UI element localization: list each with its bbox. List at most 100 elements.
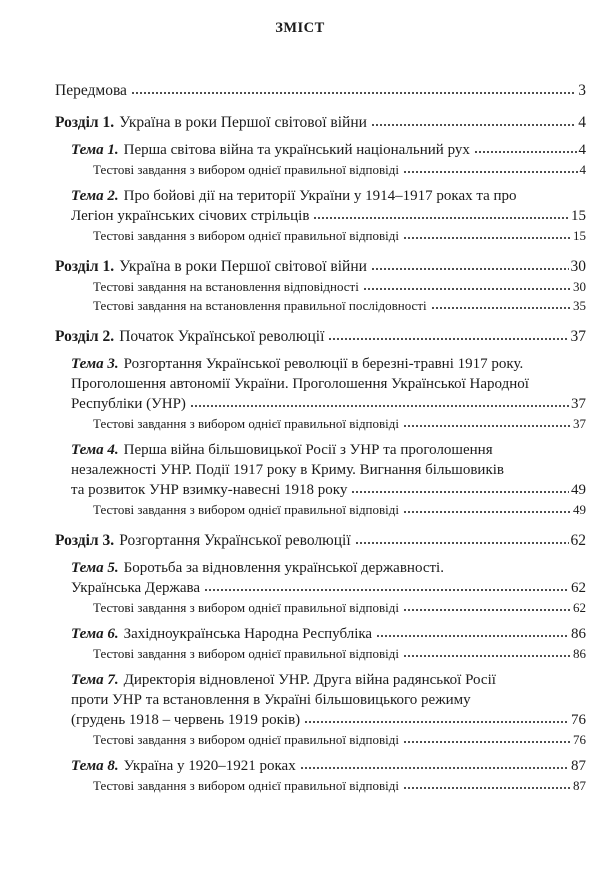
toc-row-tema-cont: Проголошення автономії України. Проголош… — [71, 374, 586, 394]
page-number: 76 — [573, 732, 586, 747]
toc-row-test: Тестові завдання з вибором однієї правил… — [93, 776, 586, 795]
dotted-leader — [351, 490, 569, 494]
entry-title: Тестові завдання з вибором однієї правил… — [93, 732, 399, 747]
entry-title: Тестові завдання з вибором однієї правил… — [93, 600, 399, 615]
entry-title: Тестові завдання на встановлення відпові… — [93, 279, 359, 294]
page-title: ЗМІСТ — [275, 20, 325, 36]
toc-row-tema: Тема 4. Перша війна більшовицької Росії з… — [71, 440, 586, 460]
entry-number-prefix: Тема 3. — [71, 356, 119, 372]
entry-title: Україна у 1920–1921 роках — [123, 758, 296, 774]
page-number: 30 — [570, 258, 587, 275]
toc-row-tema-cont: та розвиток УНР взимку-навесні 1918 року… — [71, 480, 586, 500]
entry-title: Тестові завдання з вибором однієї правил… — [93, 228, 399, 243]
page-number: 49 — [571, 482, 586, 498]
dotted-leader — [362, 287, 571, 291]
toc-row-test: Тестові завдання на встановлення правиль… — [93, 296, 586, 315]
page-number: 76 — [571, 712, 586, 728]
entry-title: та розвиток УНР взимку-навесні 1918 року — [71, 482, 348, 498]
page-number: 62 — [570, 532, 587, 549]
toc-row-tema: Тема 1. Перша світова війна та українськи… — [71, 140, 586, 160]
entry-number-prefix: Тема 6. — [71, 626, 119, 642]
entry-title: Передмова — [55, 82, 127, 99]
page-number: 62 — [571, 580, 586, 596]
entry-number-prefix: Тема 5. — [71, 560, 119, 576]
entry-title: Легіон українських січових стрільців — [71, 208, 310, 224]
entry-title: (грудень 1918 – червень 1919 років) — [71, 712, 301, 728]
toc-row-test: Тестові завдання з вибором однієї правил… — [93, 226, 586, 245]
dotted-leader — [403, 424, 571, 428]
toc-list: Передмова 3 Розділ 1. Україна в роки Першої… — [55, 81, 586, 795]
page-number: 49 — [573, 502, 586, 517]
dotted-leader — [370, 123, 577, 127]
page-number: 87 — [571, 758, 586, 774]
toc-row-tema: Тема 6. Західноукраїнська Народна Республ… — [71, 624, 586, 644]
toc-row-tema-cont: Українська Держава 62 — [71, 578, 586, 598]
toc-row-test: Тестові завдання з вибором однієї правил… — [93, 644, 586, 663]
dotted-leader — [328, 337, 569, 341]
entry-title: Перша війна більшовицької Росії з УНР та… — [123, 442, 493, 458]
dotted-leader — [370, 267, 569, 271]
dotted-leader — [473, 150, 577, 154]
entry-title: Тестові завдання з вибором однієї правил… — [93, 778, 399, 793]
entry-title: Директорія відновленої УНР. Друга війна … — [123, 672, 496, 688]
entry-title: Тестові завдання з вибором однієї правил… — [93, 646, 399, 661]
page-number: 15 — [571, 208, 586, 224]
dotted-leader — [430, 306, 571, 310]
entry-title: Західноукраїнська Народна Республіка — [123, 626, 373, 642]
dotted-leader — [189, 404, 569, 408]
entry-number-prefix: Тема 1. — [71, 142, 119, 158]
page-number: 4 — [578, 114, 586, 131]
toc-row-tema-cont: Республіки (УНР) 37 — [71, 394, 586, 414]
entry-title: Початок Української революції — [119, 328, 325, 345]
entry-title: Розгортання Української революції в бере… — [123, 356, 524, 372]
toc-row-tema-cont: незалежності УНР. Події 1917 року в Крим… — [71, 460, 586, 480]
dotted-leader — [403, 510, 571, 514]
entry-number-prefix: Розділ 2. — [55, 328, 115, 345]
toc-row-tema: Тема 7. Директорія відновленої УНР. Друга… — [71, 670, 586, 690]
entry-number-prefix: Тема 4. — [71, 442, 119, 458]
toc-row-tema-cont: (грудень 1918 – червень 1919 років) 76 — [71, 710, 586, 730]
entry-number-prefix: Розділ 3. — [55, 532, 115, 549]
dotted-leader — [204, 588, 569, 592]
dotted-leader — [403, 236, 571, 240]
entry-title: Республіки (УНР) — [71, 396, 186, 412]
entry-number-prefix: Розділ 1. — [55, 114, 115, 131]
page-number: 35 — [573, 298, 586, 313]
page-number: 15 — [573, 228, 586, 243]
toc-row-tema-cont: проти УНР та встановлення в Україні біль… — [71, 690, 586, 710]
toc-row-test: Тестові завдання з вибором однієї правил… — [93, 500, 586, 519]
toc-row-tema: Тема 2. Про бойові дії на території Украї… — [71, 186, 586, 206]
entry-title: Україна в роки Першої світової війни — [119, 114, 367, 131]
page-number: 87 — [573, 778, 586, 793]
entry-title: Боротьба за відновлення української держ… — [123, 560, 444, 576]
dotted-leader — [313, 216, 569, 220]
page-number: 4 — [578, 142, 587, 158]
entry-title: Про бойові дії на території України у 19… — [123, 188, 517, 204]
entry-title: Тестові завдання з вибором однієї правил… — [93, 162, 399, 177]
toc-row-rozdil: Розділ 3. Розгортання Української революц… — [55, 531, 586, 551]
entry-title: Проголошення автономії України. Проголош… — [71, 376, 529, 392]
page-number: 37 — [573, 416, 586, 431]
dotted-leader — [403, 786, 571, 790]
page-number: 4 — [579, 162, 587, 177]
toc-row-preface: Передмова 3 — [55, 81, 586, 101]
toc-row-rozdil: Розділ 2. Початок Української революції 37 — [55, 327, 586, 347]
dotted-leader — [403, 170, 578, 174]
toc-row-test: Тестові завдання з вибором однієї правил… — [93, 414, 586, 433]
entry-title: Розгортання Української революції — [119, 532, 351, 549]
entry-title: проти УНР та встановлення в Україні біль… — [71, 692, 471, 708]
page-number: 3 — [578, 82, 586, 99]
dotted-leader — [403, 608, 571, 612]
dotted-leader — [376, 634, 569, 638]
page-number: 86 — [571, 626, 586, 642]
toc-row-tema-cont: Легіон українських січових стрільців 15 — [71, 206, 586, 226]
dotted-leader — [354, 541, 569, 545]
entry-title: Українська Держава — [71, 580, 201, 596]
entry-number-prefix: Тема 2. — [71, 188, 119, 204]
entry-title: незалежності УНР. Події 1917 року в Крим… — [71, 462, 504, 478]
dotted-leader — [304, 720, 569, 724]
dotted-leader — [299, 766, 569, 770]
toc-row-tema: Тема 5. Боротьба за відновлення українськ… — [71, 558, 586, 578]
entry-title: Тестові завдання на встановлення правиль… — [93, 298, 427, 313]
